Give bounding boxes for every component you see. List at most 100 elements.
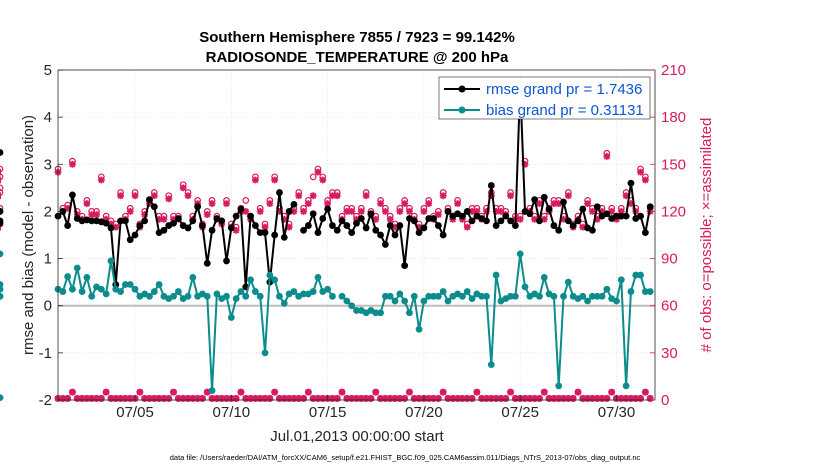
bias-point bbox=[579, 292, 587, 300]
bias-point bbox=[59, 288, 67, 295]
y-tick-label: 4 bbox=[44, 109, 52, 126]
bias-point bbox=[410, 292, 418, 300]
bias-point bbox=[155, 281, 163, 288]
obs-assimilated-marker bbox=[463, 223, 471, 231]
rmse-point bbox=[391, 231, 399, 239]
obs-assimilated-zero-marker bbox=[338, 388, 346, 396]
obs-assimilated-marker bbox=[357, 208, 365, 215]
obs-assimilated-marker bbox=[333, 192, 341, 200]
obs-assimilated-zero-marker bbox=[468, 395, 476, 402]
obs-assimilated-zero-marker bbox=[199, 395, 206, 402]
obs-assimilated-marker bbox=[266, 200, 274, 207]
bias-point bbox=[131, 285, 139, 293]
rmse-point bbox=[502, 212, 510, 220]
y-axis-ticks: -2 -1 0 1 2 3 4 5 bbox=[39, 62, 63, 409]
y2-tick-label: 60 bbox=[661, 298, 678, 315]
bias-point bbox=[122, 281, 129, 288]
bias-point bbox=[584, 297, 591, 305]
rmse-point bbox=[0, 208, 4, 215]
series-lines bbox=[0, 80, 654, 402]
obs-assimilated-marker bbox=[362, 192, 370, 200]
bias-point bbox=[276, 292, 283, 300]
rmse-point bbox=[150, 203, 158, 211]
obs-assimilated-zero-marker bbox=[300, 395, 307, 402]
obs-assimilated-marker bbox=[603, 153, 611, 160]
rmse-point bbox=[487, 182, 495, 189]
obs-assimilated-marker bbox=[131, 192, 139, 200]
bias-point bbox=[237, 288, 245, 295]
obs-assimilated-marker bbox=[617, 208, 625, 215]
rmse-point bbox=[160, 226, 168, 234]
bias-point bbox=[102, 290, 110, 298]
bias-point bbox=[593, 292, 601, 300]
bias-point bbox=[511, 292, 519, 300]
rmse-point bbox=[415, 229, 423, 237]
bias-point bbox=[377, 309, 384, 317]
rmse-point bbox=[189, 217, 197, 225]
obs-assimilated-zero-marker bbox=[136, 388, 144, 396]
obs-possible-marker bbox=[0, 189, 4, 196]
obs-assimilated-marker bbox=[83, 200, 91, 207]
obs-assimilated-marker bbox=[309, 192, 317, 200]
bias-point bbox=[353, 307, 360, 314]
bias-point bbox=[622, 382, 630, 390]
rmse-point bbox=[232, 212, 240, 220]
bias-point bbox=[487, 361, 495, 369]
rmse-point bbox=[497, 217, 505, 225]
obs-assimilated-marker bbox=[93, 211, 100, 218]
rmse-point bbox=[420, 224, 428, 232]
rmse-point bbox=[641, 229, 649, 237]
obs-assimilated-marker bbox=[396, 208, 404, 215]
obs-assimilated-zero-marker bbox=[540, 388, 548, 396]
bias-point bbox=[97, 285, 105, 293]
bias-point bbox=[242, 292, 250, 300]
rmse-point bbox=[439, 231, 447, 239]
obs-assimilated-marker bbox=[608, 208, 616, 215]
bias-point bbox=[550, 292, 558, 300]
obs-assimilated-marker bbox=[165, 195, 173, 203]
rmse-point bbox=[136, 222, 144, 229]
obs-assimilated-zero-marker bbox=[502, 395, 510, 402]
obs-assimilated-zero-marker bbox=[165, 395, 173, 402]
rmse-point bbox=[126, 236, 134, 244]
bias-point bbox=[420, 297, 428, 305]
bias-point bbox=[468, 295, 476, 303]
obs-assimilated-marker bbox=[261, 223, 269, 231]
obs-assimilated-marker bbox=[271, 176, 279, 184]
rmse-point bbox=[141, 217, 149, 225]
bias-point bbox=[637, 271, 644, 279]
bias-point bbox=[290, 288, 298, 295]
rmse-point bbox=[285, 208, 293, 215]
obs-assimilated-marker bbox=[377, 200, 384, 207]
bias-point bbox=[150, 288, 158, 295]
rmse-point bbox=[377, 231, 384, 239]
bias-point bbox=[251, 288, 259, 295]
bias-point bbox=[372, 309, 380, 317]
bias-point bbox=[348, 302, 356, 310]
rmse-point bbox=[0, 219, 4, 227]
obs-assimilated-zero-marker bbox=[401, 395, 409, 402]
rmse-point bbox=[324, 205, 332, 213]
rmse-point bbox=[511, 222, 519, 229]
bias-point bbox=[483, 292, 490, 300]
bias-point bbox=[223, 292, 230, 300]
bias-point bbox=[425, 292, 433, 300]
rmse-point bbox=[560, 198, 567, 206]
rmse-point bbox=[459, 212, 466, 220]
bias-point bbox=[0, 394, 4, 402]
bias-point bbox=[521, 283, 529, 291]
chart-title: Southern Hemisphere 7855 / 7923 = 99.142… bbox=[199, 29, 515, 46]
rmse-point bbox=[613, 212, 620, 220]
obs-assimilated-marker bbox=[454, 200, 462, 207]
bias-point bbox=[232, 295, 240, 303]
rmse-point bbox=[218, 217, 226, 225]
rmse-point bbox=[319, 215, 327, 222]
obs-assimilated-marker bbox=[516, 215, 524, 223]
x-tick-label: 07/15 bbox=[309, 404, 347, 421]
bias-point bbox=[88, 292, 96, 300]
obs-possible-marker bbox=[242, 197, 250, 204]
rmse-point bbox=[545, 205, 553, 213]
obs-assimilated-marker bbox=[160, 215, 168, 223]
y2-tick-label: 180 bbox=[661, 109, 686, 126]
rmse-point bbox=[208, 226, 216, 234]
